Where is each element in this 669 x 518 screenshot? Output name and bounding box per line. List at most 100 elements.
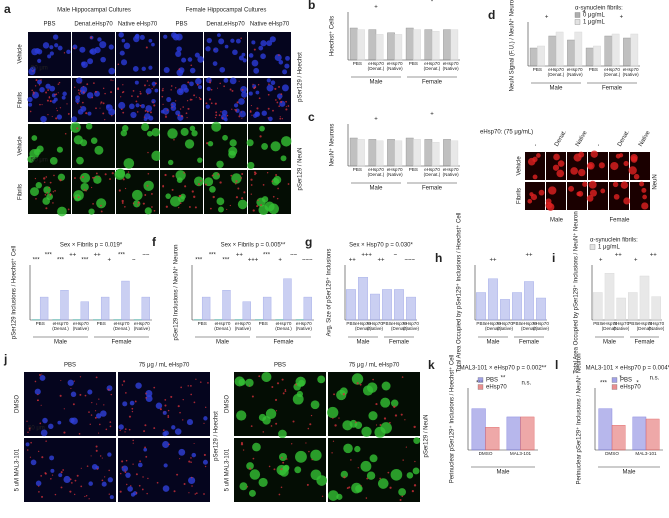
x-tick-label: eHsp70 (Native): [443, 167, 459, 177]
x-tick-text: PBS: [352, 167, 362, 172]
cell: [96, 198, 107, 209]
cell: [530, 194, 538, 201]
cell: [197, 183, 200, 186]
cell: [250, 104, 253, 107]
cell: [128, 428, 131, 431]
cell: [42, 42, 50, 49]
cell: [50, 468, 55, 473]
cell: [39, 375, 46, 381]
cell: [81, 101, 84, 104]
cell: [130, 111, 137, 119]
cell: [642, 194, 647, 200]
cell: [219, 66, 226, 73]
cell: [59, 107, 62, 109]
cell: [276, 197, 279, 200]
cell: [94, 410, 97, 412]
cell: [160, 109, 165, 114]
cell: [129, 400, 135, 406]
cell: [548, 186, 557, 195]
cell: [145, 390, 153, 397]
cell: [130, 485, 132, 487]
cell: [309, 423, 312, 426]
micrograph: [28, 124, 71, 168]
scale-bar: 50 μm: [31, 158, 48, 164]
cell: [217, 206, 224, 213]
cell: [223, 78, 229, 83]
cell: [100, 210, 103, 213]
cell: [102, 87, 105, 90]
cell: [170, 89, 172, 91]
significance: ++: [236, 253, 244, 259]
cell: [248, 91, 253, 96]
panel-label: h: [435, 251, 442, 265]
cell: [102, 112, 105, 115]
significance: ++: [94, 253, 102, 259]
significance: ++: [69, 253, 77, 259]
cell: [28, 68, 36, 76]
significance: ***: [222, 258, 230, 264]
cell: [45, 176, 48, 178]
cell: [230, 174, 233, 177]
cell: [259, 125, 265, 132]
cell: [79, 93, 81, 96]
cell: [77, 89, 80, 91]
cell: [162, 185, 165, 188]
x-tick-label: MAL3-101: [635, 451, 656, 456]
cell: [258, 204, 269, 216]
cell: [49, 51, 54, 56]
cell: [372, 378, 374, 381]
cell: [236, 101, 239, 104]
cell: [162, 103, 164, 105]
cell: [187, 107, 190, 110]
x-tick-text: eHsp70 (Denat.): [547, 67, 565, 78]
cell: [144, 109, 147, 112]
x-tick-label: PBS: [628, 321, 637, 326]
cell: [63, 475, 71, 483]
cell: [221, 109, 228, 116]
cell: [57, 173, 66, 181]
cell: [281, 456, 283, 459]
cell: [266, 172, 269, 174]
cell: [232, 49, 238, 56]
cell: [197, 85, 203, 90]
cell: [394, 414, 398, 417]
cell: [141, 66, 146, 71]
cell: [71, 116, 78, 123]
cell: [255, 172, 257, 175]
cell: [190, 64, 193, 67]
cell: [118, 424, 124, 430]
y-axis-label: NeuN Signal (F.U.) / NeuN⁺ Neuron: [509, 0, 516, 91]
bar: [645, 418, 660, 451]
cell: [57, 206, 67, 217]
row-label: Vehicle: [18, 44, 24, 64]
cell: [126, 483, 128, 486]
cell: [89, 423, 91, 426]
x-tick-label: eHsp70 (Denat.): [52, 321, 69, 331]
cell: [124, 469, 126, 471]
cell: [235, 38, 241, 44]
cell: [76, 127, 79, 130]
cell: [260, 40, 267, 47]
cell: [552, 164, 560, 171]
significance: ***: [118, 253, 126, 259]
significance: +++: [248, 258, 259, 264]
cell: [121, 466, 124, 468]
group-label: Male: [369, 80, 383, 86]
cell: [134, 80, 139, 85]
cell: [413, 425, 416, 429]
cell: [27, 96, 33, 103]
cell: [32, 91, 35, 93]
group-label: Male: [496, 470, 510, 476]
group-label: Female: [519, 340, 540, 346]
cell: [230, 38, 235, 43]
cell: [278, 54, 280, 56]
cell: [240, 85, 248, 93]
cell: [125, 392, 127, 394]
x-tick-label: eHsp70 (Native): [296, 321, 312, 331]
cell: [278, 105, 281, 108]
y-axis-label: Perinuclear pSer129⁺ Inclusions / NeuN⁺ …: [576, 353, 583, 484]
cell: [184, 185, 187, 188]
cell: [124, 471, 127, 474]
cell: [79, 177, 82, 179]
cell: [212, 174, 214, 177]
